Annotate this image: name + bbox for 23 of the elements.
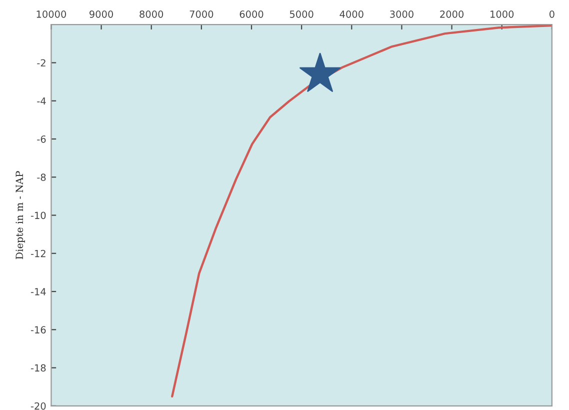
line-series: [171, 24, 552, 398]
x-tick-label: 5000: [290, 10, 314, 18]
x-tick-label: 10000: [36, 10, 66, 18]
y-tick-label: -6: [37, 135, 46, 143]
y-tick-label: -20: [30, 402, 46, 410]
x-tick-label: 6000: [240, 10, 264, 18]
y-tick-label: -2: [37, 59, 46, 66]
x-tick-label: 3000: [390, 10, 414, 18]
y-tick-label: -14: [30, 288, 46, 296]
x-tick-label: 2000: [440, 10, 464, 18]
y-tick-label: -8: [37, 174, 46, 181]
y-tick-label: -10: [30, 212, 46, 220]
x-tick-label: 0: [549, 10, 554, 18]
x-tick-label: 1000: [490, 10, 514, 18]
y-tick-label: -16: [30, 326, 46, 334]
x-tick-label: 7000: [190, 10, 214, 18]
y-axis-title: Diepte in m - NAP: [16, 171, 25, 260]
y-tick-label: -18: [30, 364, 46, 372]
x-tick-label: 4000: [340, 10, 364, 18]
y-tick-label: -12: [30, 250, 46, 258]
y-tick-label: -4: [37, 97, 46, 105]
x-tick-label: 8000: [140, 10, 164, 18]
x-tick-label: 9000: [90, 10, 114, 18]
